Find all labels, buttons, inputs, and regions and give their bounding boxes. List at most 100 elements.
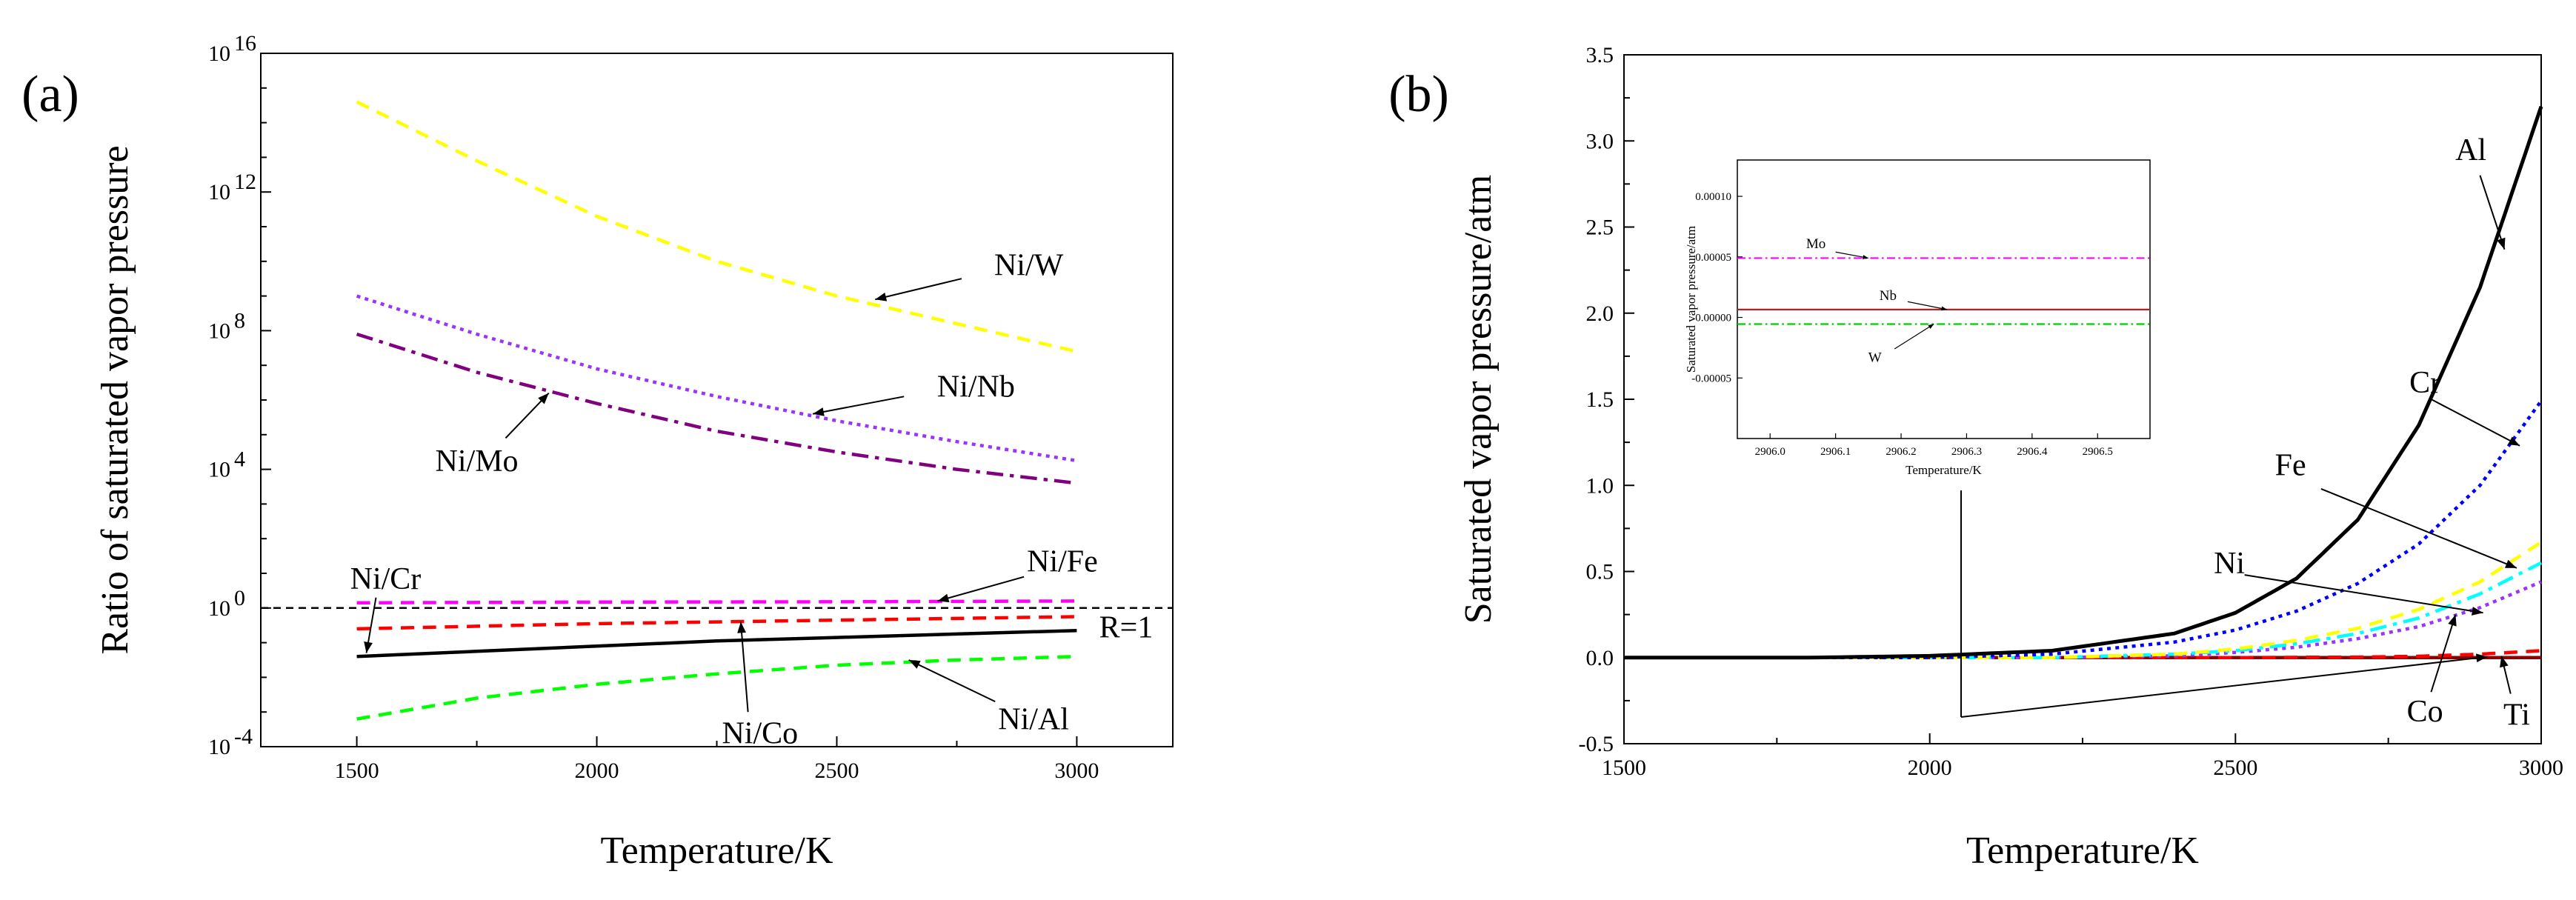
inset-annotation-mo-arrow-line <box>1835 251 1868 259</box>
annotation-al-arrow-head <box>2497 237 2506 250</box>
panel-label-b: (b) <box>1388 66 1449 123</box>
y-tick-label-a: 10 <box>208 458 230 482</box>
panel-label-a: (a) <box>21 66 79 123</box>
annotation-ni-al-arrow-head <box>908 660 921 669</box>
annotation-ni-co-arrow-head <box>737 621 746 633</box>
annotation-ni-al-label: Ni/Al <box>998 703 1069 737</box>
inset-y-axis-label: Saturated vapor pressure/atm <box>1684 226 1698 373</box>
series-line-ni-fe <box>356 599 1077 605</box>
annotation-cr-label: Cr <box>2409 366 2440 400</box>
inset-annotation-w-arrow-head <box>1928 324 1934 329</box>
x-tick-label-a: 2000 <box>575 759 619 783</box>
annotation-al-arrow-line <box>2479 175 2506 250</box>
y-tick-exponent-a: 12 <box>234 170 256 194</box>
series-line-cr <box>1624 399 2543 660</box>
annotation-cr-arrow-line <box>2430 399 2520 447</box>
annotation-ni-nb-arrow-head <box>813 407 825 416</box>
x-tick-label-b: 2500 <box>2213 756 2257 780</box>
inset-annotation-nb-arrow-head <box>1941 306 1947 311</box>
inset-annotation-nb-arrow-line <box>1907 301 1948 310</box>
y-tick-exponent-a: -4 <box>234 724 253 749</box>
series-line-ni-w <box>356 100 1077 353</box>
annotation-ni-arrow-line <box>2244 574 2483 614</box>
annotation-ni-cr-label: Ni/Cr <box>350 562 422 596</box>
y-tick-label-b: 1.5 <box>1586 387 1614 412</box>
series-line-ni <box>1624 561 2543 660</box>
annotation-ni-mo-arrow-head <box>538 393 549 404</box>
inset-x-tick-label: 2906.5 <box>2083 446 2113 458</box>
series-line-al <box>1624 105 2543 660</box>
annotation-ni-co-label: Ni/Co <box>722 716 798 750</box>
x-tick-label-b: 1500 <box>1602 756 1646 780</box>
y-tick-label-b: 1.0 <box>1586 473 1614 498</box>
reference-line-label: R=1 <box>1099 611 1154 645</box>
series-line-fe <box>1624 541 2543 660</box>
series-line-ni-mo <box>356 332 1077 485</box>
annotation-ni-al-arrow-line <box>908 659 996 703</box>
annotation-co-label: Co <box>2407 695 2443 729</box>
x-tick-label-b: 2000 <box>1908 756 1952 780</box>
inset-x-tick-label: 2906.4 <box>2017 446 2048 458</box>
x-tick-label-a: 2500 <box>814 759 859 783</box>
y-tick-exponent-a: 0 <box>234 586 245 610</box>
annotation-ni-fe-arrow-line <box>937 576 1025 602</box>
annotation-cr-arrow-head <box>2508 436 2520 446</box>
x-tick-label-a: 1500 <box>335 759 379 783</box>
inset-annotation-mo-label: Mo <box>1806 236 1826 252</box>
x-tick-label-b: 3000 <box>2519 756 2563 780</box>
x-axis-label-b: Temperature/K <box>1966 830 2199 872</box>
annotation-ni-nb-label: Ni/Nb <box>937 370 1015 404</box>
series-line-ni-cr <box>356 628 1077 659</box>
annotation-ni-mo-label: Ni/Mo <box>436 444 519 479</box>
inset-annotation-w-label: W <box>1868 350 1882 365</box>
y-tick-label-b: 0.5 <box>1586 560 1614 584</box>
annotation-ni-co-arrow-line <box>739 621 749 713</box>
annotation-fe-arrow-line <box>2320 487 2517 569</box>
series-line-ni-co <box>356 615 1077 631</box>
y-axis-label-a: Ratio of saturated vapor pressure <box>94 145 136 654</box>
annotation-ti-label: Ti <box>2503 698 2530 732</box>
y-tick-label-b: 0.0 <box>1586 646 1614 670</box>
y-tick-label-b: 3.5 <box>1586 43 1614 67</box>
y-tick-exponent-a: 4 <box>234 447 245 472</box>
inset-x-tick-label: 2906.2 <box>1886 446 1916 458</box>
x-axis-label-a: Temperature/K <box>601 830 833 872</box>
x-tick-label-a: 3000 <box>1054 759 1099 783</box>
inset-frame <box>1737 159 2151 439</box>
annotation-ti-arrow-head <box>2500 656 2509 668</box>
y-axis-label-b: Saturated vapor pressure/atm <box>1457 175 1500 624</box>
annotation-ni-w-label: Ni/W <box>994 248 1064 282</box>
y-tick-exponent-a: 8 <box>234 308 245 333</box>
zoom-callout-line-diagonal <box>1960 656 2488 718</box>
y-tick-label-a: 10 <box>208 180 230 204</box>
annotation-ni-fe-label: Ni/Fe <box>1027 545 1098 579</box>
inset-x-tick-label: 2906.0 <box>1755 446 1785 458</box>
annotation-ni-fe-arrow-head <box>937 593 950 603</box>
y-tick-label-b: -0.5 <box>1579 732 1614 756</box>
inset-annotation-nb-label: Nb <box>1880 288 1897 304</box>
y-tick-label-a: 10 <box>208 735 230 759</box>
inset-y-tick-label: 0.00010 <box>1695 191 1731 203</box>
inset-x-tick-label: 2906.1 <box>1820 446 1851 458</box>
annotation-fe-label: Fe <box>2275 448 2306 482</box>
annotation-co-arrow-head <box>2448 614 2457 627</box>
annotation-ni-cr-arrow-head <box>364 641 373 653</box>
inset-y-tick-label: 0.00005 <box>1695 252 1731 264</box>
inset-annotation-w-arrow-line <box>1894 324 1934 350</box>
annotation-fe-arrow-head <box>2504 559 2517 568</box>
inset-chart: 2906.0 2906.1 2906.2 2906.3 2906.4 2906.5 -0.0… <box>1684 159 2151 477</box>
annotation-ni-arrow-head <box>2471 607 2483 616</box>
y-tick-label-b: 3.0 <box>1586 129 1614 153</box>
y-tick-label-a: 10 <box>208 319 230 343</box>
y-tick-label-a: 10 <box>208 596 230 621</box>
chart-panel-b: (b) 1500 2000 2500 3000 -0.5 0.0 0.5 1.0 1.5 2.0 2.… <box>1388 43 2563 872</box>
inset-y-tick-label: -0.00005 <box>1691 373 1731 384</box>
zoom-callout-arrow-head <box>2475 653 2488 663</box>
plot-frame-a <box>260 53 1174 747</box>
inset-x-axis-label: Temperature/K <box>1906 463 1982 477</box>
y-tick-exponent-a: 16 <box>234 31 256 56</box>
y-tick-label-a: 10 <box>208 41 230 66</box>
series-line-ni-al <box>356 655 1077 721</box>
